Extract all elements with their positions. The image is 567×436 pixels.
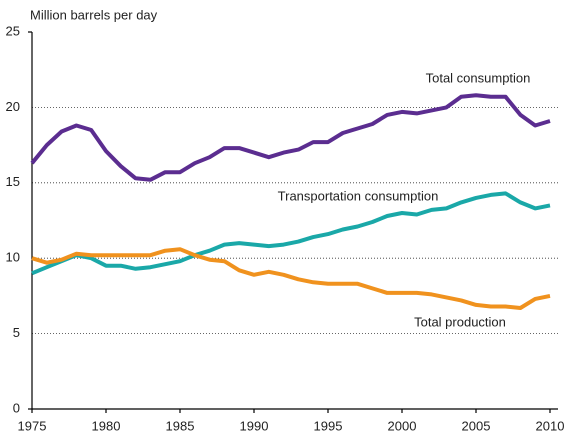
- x-tick-label: 1975: [18, 418, 47, 433]
- y-tick-label: 10: [6, 250, 20, 265]
- series-label: Total consumption: [426, 70, 531, 85]
- y-tick-label: 25: [6, 23, 20, 38]
- y-axis-label: Million barrels per day: [30, 7, 158, 22]
- x-tick-label: 2005: [462, 418, 491, 433]
- x-tick-label: 1995: [314, 418, 343, 433]
- series-label: Transportation consumption: [278, 188, 439, 203]
- y-tick-label: 20: [6, 99, 20, 114]
- series-line: [30, 93, 551, 182]
- y-tick-label: 5: [13, 325, 20, 340]
- x-tick-label: 2010: [536, 418, 565, 433]
- x-tick-label: 1980: [92, 418, 121, 433]
- x-tick-label: 1990: [240, 418, 269, 433]
- series-label: Total production: [414, 314, 506, 329]
- x-tick-label: 2000: [388, 418, 417, 433]
- series-line: [31, 191, 551, 276]
- x-tick-label: 1985: [166, 418, 195, 433]
- series-line: [31, 247, 551, 310]
- y-tick-label: 0: [13, 400, 20, 415]
- y-tick-label: 15: [6, 174, 20, 189]
